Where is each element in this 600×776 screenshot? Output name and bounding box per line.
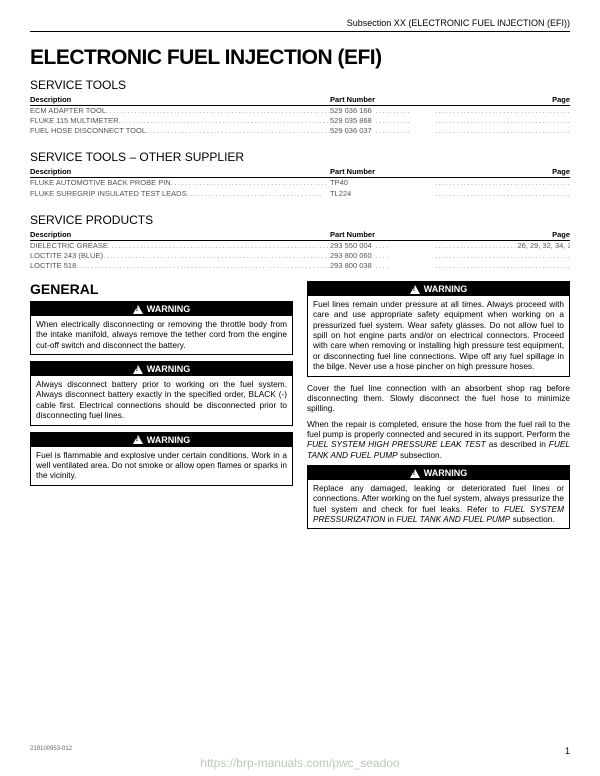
th-description: Description <box>30 230 330 239</box>
warning-head: WARNING <box>308 282 569 296</box>
th-part-number: Part Number <box>330 95 435 104</box>
warning-icon <box>410 469 420 478</box>
paragraph: Cover the fuel line connection with an a… <box>307 383 570 414</box>
footer-page: 1 <box>565 746 570 756</box>
table-row: FUEL HOSE DISCONNECT TOOL...............… <box>30 126 570 136</box>
th-page: Page <box>435 230 570 239</box>
table-row: LOCTITE 243 (BLUE)......................… <box>30 251 570 261</box>
section-tools-title: SERVICE TOOLS <box>30 78 570 92</box>
cell-part: 529 035 868 <box>330 116 372 125</box>
cell-desc: ECM ADAPTER TOOL <box>30 106 106 115</box>
table-row: FLUKE AUTOMOTIVE BACK PROBE PIN.........… <box>30 178 570 188</box>
warning-body: Fuel lines remain under pressure at all … <box>308 296 569 376</box>
warning-box: WARNING Always disconnect battery prior … <box>30 361 293 425</box>
th-page: Page <box>435 95 570 104</box>
cell-desc: LOCTITE 518 <box>30 261 76 270</box>
text-italic: FUEL SYSTEM HIGH PRESSURE LEAK TEST <box>307 439 486 449</box>
table-row: FLUKE 115 MULTIMETER....................… <box>30 116 570 126</box>
section-products-title: SERVICE PRODUCTS <box>30 213 570 227</box>
warning-body: When electrically disconnecting or remov… <box>31 316 292 354</box>
th-part-number: Part Number <box>330 230 435 239</box>
table-header: Description Part Number Page <box>30 230 570 241</box>
cell-part: TP40 <box>330 178 348 187</box>
right-column: WARNING Fuel lines remain under pressure… <box>307 281 570 535</box>
th-description: Description <box>30 95 330 104</box>
cell-part: 529 036 166 <box>330 106 372 115</box>
warning-box: WARNING Fuel is flammable and explosive … <box>30 432 293 486</box>
table-row: ECM ADAPTER TOOL........................… <box>30 106 570 116</box>
general-title: GENERAL <box>30 281 293 297</box>
section-other-title: SERVICE TOOLS – OTHER SUPPLIER <box>30 150 570 164</box>
cell-part: 293 550 004 <box>330 241 372 250</box>
warning-body: Fuel is flammable and explosive under ce… <box>31 447 292 485</box>
warning-label: WARNING <box>147 435 191 445</box>
cell-desc: FUEL HOSE DISCONNECT TOOL <box>30 126 146 135</box>
warning-icon <box>133 365 143 374</box>
footer: 219100953-012 1 <box>30 746 570 756</box>
left-column: GENERAL WARNING When electrically discon… <box>30 281 293 535</box>
footer-code: 219100953-012 <box>30 746 72 756</box>
header-subsection: Subsection XX (ELECTRONIC FUEL INJECTION… <box>30 18 570 32</box>
cell-part: 293 800 060 <box>330 251 372 260</box>
text-italic: FUEL TANK AND FUEL PUMP <box>396 514 510 524</box>
text: subsection. <box>398 450 442 460</box>
warning-head: WARNING <box>31 362 292 376</box>
warning-label: WARNING <box>424 284 468 294</box>
text: When the repair is completed, ensure the… <box>307 419 570 439</box>
warning-box: WARNING Replace any damaged, leaking or … <box>307 465 570 529</box>
th-part-number: Part Number <box>330 167 435 176</box>
table-row: LOCTITE 518.............................… <box>30 261 570 271</box>
paragraph: When the repair is completed, ensure the… <box>307 419 570 460</box>
cell-part: TL224 <box>330 189 351 198</box>
table-row: FLUKE SUREGRIP INSULATED TEST LEADS.....… <box>30 189 570 199</box>
warning-head: WARNING <box>308 466 569 480</box>
main-title: ELECTRONIC FUEL INJECTION (EFI) <box>30 46 570 70</box>
cell-desc: FLUKE 115 MULTIMETER <box>30 116 119 125</box>
warning-body: Always disconnect battery prior to worki… <box>31 376 292 424</box>
page: Subsection XX (ELECTRONIC FUEL INJECTION… <box>0 0 600 545</box>
cell-desc: LOCTITE 243 (BLUE) <box>30 251 103 260</box>
cell-desc: FLUKE AUTOMOTIVE BACK PROBE PIN <box>30 178 171 187</box>
warning-label: WARNING <box>424 468 468 478</box>
cell-part: 529 036 037 <box>330 126 372 135</box>
cell-part: 293 800 038 <box>330 261 372 270</box>
warning-label: WARNING <box>147 364 191 374</box>
cell-desc: FLUKE SUREGRIP INSULATED TEST LEADS <box>30 189 187 198</box>
text: as described in <box>486 439 549 449</box>
text: in <box>385 514 396 524</box>
warning-icon <box>133 305 143 314</box>
columns: GENERAL WARNING When electrically discon… <box>30 281 570 535</box>
warning-box: WARNING When electrically disconnecting … <box>30 301 293 355</box>
watermark: https://brp-manuals.com/pwc_seadoo <box>0 756 600 770</box>
th-page: Page <box>435 167 570 176</box>
table-row: DIELECTRIC GREASE.......................… <box>30 241 570 251</box>
table-header: Description Part Number Page <box>30 95 570 106</box>
warning-head: WARNING <box>31 302 292 316</box>
warning-box: WARNING Fuel lines remain under pressure… <box>307 281 570 377</box>
table-header: Description Part Number Page <box>30 167 570 178</box>
cell-page: 26, 29, 32, 34, 36 <box>517 241 570 250</box>
warning-head: WARNING <box>31 433 292 447</box>
cell-desc: DIELECTRIC GREASE <box>30 241 108 250</box>
warning-icon <box>133 435 143 444</box>
warning-label: WARNING <box>147 304 191 314</box>
th-description: Description <box>30 167 330 176</box>
warning-body: Replace any damaged, leaking or deterior… <box>308 480 569 528</box>
warning-icon <box>410 285 420 294</box>
text: subsection. <box>510 514 554 524</box>
